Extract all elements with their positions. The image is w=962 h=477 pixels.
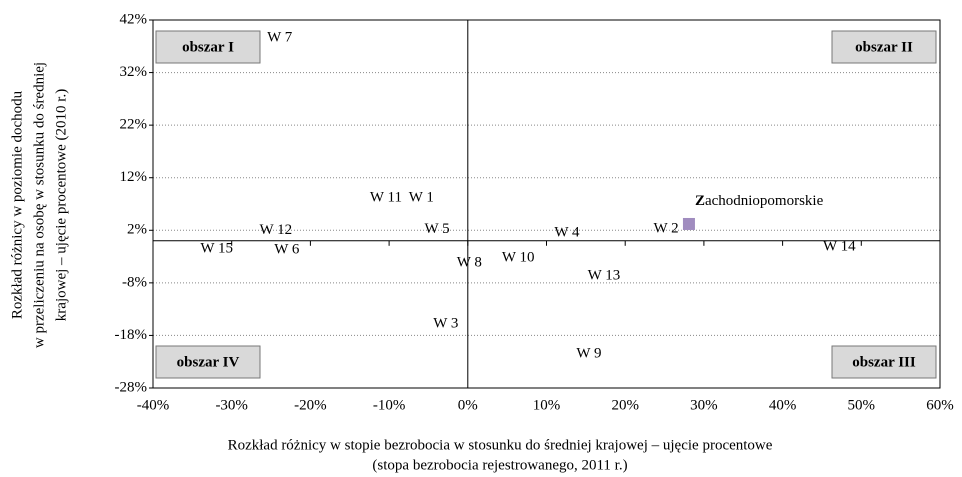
point-label: Zachodniopomorskie	[695, 193, 824, 209]
annotation: W 11	[370, 190, 402, 206]
annotation: W 6	[274, 242, 300, 258]
annotation: W 1	[409, 190, 434, 206]
x-axis-title: Rozkład różnicy w stopie bezrobocia w st…	[228, 437, 773, 453]
x-tick-label: 30%	[690, 397, 718, 413]
y-tick-label: -18%	[115, 327, 148, 343]
y-tick-label: -28%	[115, 379, 148, 395]
y-tick-label: 22%	[120, 117, 148, 133]
x-tick-label: 60%	[926, 397, 954, 413]
x-tick-label: 20%	[611, 397, 639, 413]
annotation: W 12	[259, 222, 292, 238]
annotation: W 2	[654, 221, 679, 237]
y-tick-label: -8%	[122, 274, 147, 290]
x-tick-label: 50%	[848, 397, 876, 413]
plot-frame	[152, 19, 941, 389]
point	[682, 217, 695, 230]
y-axis-title: Rozkład różnicy w poziomie dochodu	[9, 90, 25, 319]
annotation: W 5	[425, 221, 450, 237]
annotation: W 9	[576, 345, 601, 361]
y-axis-title: w przeliczeniu na osobę w stosunku do śr…	[31, 62, 47, 348]
y-tick-label: 2%	[127, 222, 147, 238]
annotation: W 10	[502, 250, 535, 266]
region-text: obszar IV	[177, 354, 240, 370]
annotation: W 4	[554, 224, 580, 240]
annotation: W 13	[588, 267, 621, 283]
region-text: obszar III	[852, 354, 916, 370]
annotation: W 15	[200, 241, 233, 257]
y-axis-title: krajowej – ujęcie procentowe (2010 r.)	[53, 89, 69, 321]
region-box	[155, 345, 261, 379]
region-box	[831, 345, 937, 379]
region-text: obszar I	[182, 39, 234, 55]
x-tick-label: 10%	[533, 397, 561, 413]
x-tick-label: 0%	[458, 397, 478, 413]
annotation: W 14	[823, 239, 856, 255]
annotation: W 7	[267, 29, 293, 45]
region-box	[831, 30, 937, 64]
y-tick-label: 12%	[120, 169, 148, 185]
x-tick-label: -30%	[215, 397, 248, 413]
region-text: obszar II	[855, 39, 913, 55]
annotation: W 8	[457, 254, 482, 270]
region-box	[155, 30, 261, 64]
annotation: W 3	[433, 315, 458, 331]
y-tick-label: 32%	[120, 64, 148, 80]
y-tick-label: 42%	[120, 11, 148, 27]
x-tick-label: 40%	[769, 397, 797, 413]
x-tick-label: -20%	[294, 397, 327, 413]
x-tick-label: -40%	[137, 397, 170, 413]
x-axis-title: (stopa bezrobocia rejestrowanego, 2011 r…	[372, 457, 627, 473]
x-tick-label: -10%	[373, 397, 406, 413]
